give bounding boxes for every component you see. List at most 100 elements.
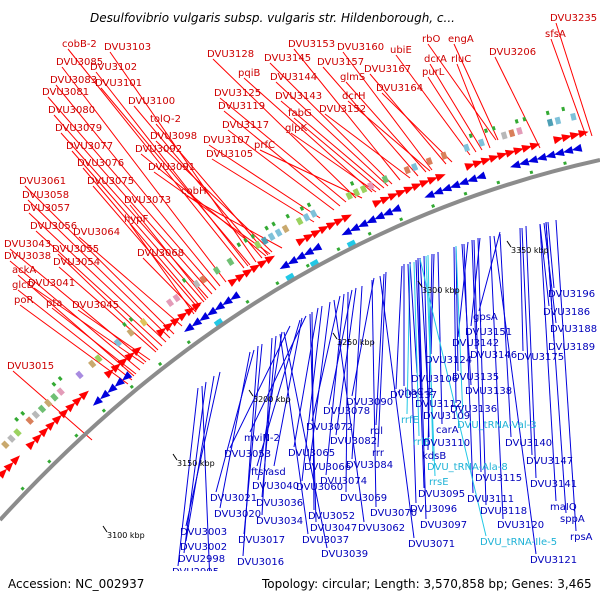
forward-gene-arrow: [249, 264, 261, 273]
bottom-label-leader: [499, 233, 512, 438]
bottom-label-leader: [455, 245, 459, 372]
top-gene-label: dcrH: [342, 91, 365, 102]
functional-category-block: [478, 138, 485, 147]
top-gene-label: ackA: [12, 265, 36, 276]
forward-gene-arrow: [124, 352, 135, 362]
functional-category-block: [295, 216, 304, 226]
functional-category-block: [212, 266, 221, 275]
top-label-leader: [427, 76, 477, 153]
bottom-gene-label: asd: [268, 467, 286, 478]
feature-marker: [51, 381, 57, 387]
reverse-gene-arrow: [545, 150, 556, 159]
bottom-label-leader: [333, 299, 365, 523]
bottom-gene-label: DVU3070: [370, 508, 417, 519]
bottom-label-leader: [471, 239, 477, 350]
bottom-label-leader: [539, 223, 557, 502]
rna-block: [213, 317, 224, 327]
functional-category-block: [403, 165, 411, 175]
feature-marker: [496, 180, 501, 185]
reverse-gene-arrow: [279, 260, 291, 270]
top-label-leader: [211, 158, 315, 223]
footer-band: [0, 571, 600, 600]
feature-marker: [483, 128, 489, 134]
feature-marker: [264, 225, 269, 231]
bottom-label-leader: [219, 351, 251, 509]
bottom-label-leader: [345, 291, 349, 493]
rna-gene-label: rrsE: [429, 477, 449, 488]
forward-gene-arrow: [387, 193, 399, 201]
reverse-gene-arrow: [184, 322, 195, 332]
feature-marker: [545, 110, 550, 116]
bottom-gene-label: DVU3115: [475, 473, 522, 484]
top-gene-label: DVU3058: [22, 190, 69, 201]
bottom-label-leader: [539, 223, 550, 307]
forward-gene-arrow: [51, 414, 62, 425]
feature-marker: [129, 384, 134, 389]
reverse-gene-arrow: [571, 143, 583, 152]
forward-gene-arrow: [561, 134, 572, 142]
reverse-gene-arrow: [536, 152, 548, 161]
forward-gene-arrow: [303, 233, 314, 243]
functional-category-block: [570, 112, 577, 121]
functional-category-block: [381, 175, 389, 184]
ruler-tick-label: 3150 kbp: [177, 459, 215, 468]
top-label-leader: [53, 114, 213, 295]
top-gene-label: DVU3077: [66, 141, 113, 152]
forward-gene-arrow: [504, 149, 516, 158]
forward-gene-arrow: [529, 142, 541, 151]
top-gene-label: DVU3152: [319, 104, 366, 115]
bottom-gene-label: DVU3034: [256, 516, 303, 527]
bottom-label-leader: [547, 221, 555, 289]
top-label-leader: [12, 370, 93, 441]
forward-gene-arrow: [419, 180, 430, 188]
bottom-gene-label: DVU3072: [306, 422, 353, 433]
functional-category-block: [165, 298, 175, 308]
top-gene-label: DVU3128: [207, 49, 254, 60]
functional-category-block: [425, 157, 433, 166]
bottom-gene-label: DVU3121: [530, 555, 577, 566]
reverse-gene-arrow: [230, 291, 241, 300]
bottom-gene-label: DVU3036: [256, 498, 303, 509]
functional-category-block: [25, 416, 34, 425]
top-label-leader: [47, 96, 217, 291]
functional-category-block: [352, 188, 361, 197]
functional-category-block: [302, 213, 311, 222]
forward-gene-arrow: [553, 136, 564, 145]
bottom-gene-label: DVU3186: [543, 307, 590, 318]
bottom-label-leader: [283, 331, 328, 549]
bottom-gene-label: DVU3124: [425, 355, 472, 366]
bottom-label-leader: [177, 387, 199, 567]
bottom-gene-label: DVU3136: [450, 404, 497, 415]
functional-category-block: [37, 404, 47, 414]
bottom-label-leader: [453, 246, 457, 404]
functional-category-block: [88, 359, 97, 369]
top-label-leader: [275, 81, 389, 187]
map-title: Desulfovibrio vulgaris subsp. vulgaris s…: [90, 11, 455, 25]
bottom-gene-label: DVU3142: [452, 338, 499, 349]
top-gene-label: DVU3038: [4, 251, 51, 262]
forward-gene-arrow: [25, 440, 36, 451]
reverse-gene-arrow: [466, 174, 478, 182]
top-label-leader: [324, 113, 411, 179]
forward-gene-arrow: [427, 177, 438, 185]
top-label-leader: [78, 236, 183, 327]
bottom-label-leader: [407, 263, 417, 504]
forward-gene-arrow: [257, 259, 268, 269]
reverse-gene-arrow: [287, 256, 299, 265]
bottom-label-leader: [417, 259, 427, 520]
bottom-label-leader: [279, 333, 309, 535]
forward-gene-arrow: [3, 462, 14, 472]
feature-marker: [522, 116, 527, 122]
bottom-label-leader: [371, 279, 377, 508]
bottom-gene-label: DVU3017: [238, 535, 285, 546]
bottom-label-leader: [555, 219, 577, 532]
top-gene-label: DVU3167: [364, 64, 411, 75]
bottom-label-leader: [425, 255, 436, 477]
bottom-gene-label: DVU3020: [214, 509, 261, 520]
bottom-gene-label: DVU3137: [390, 390, 437, 401]
rna-block: [309, 258, 320, 268]
top-label-leader: [322, 66, 419, 177]
functional-category-block: [253, 240, 262, 250]
bottom-gene-label: DVU3175: [517, 352, 564, 363]
